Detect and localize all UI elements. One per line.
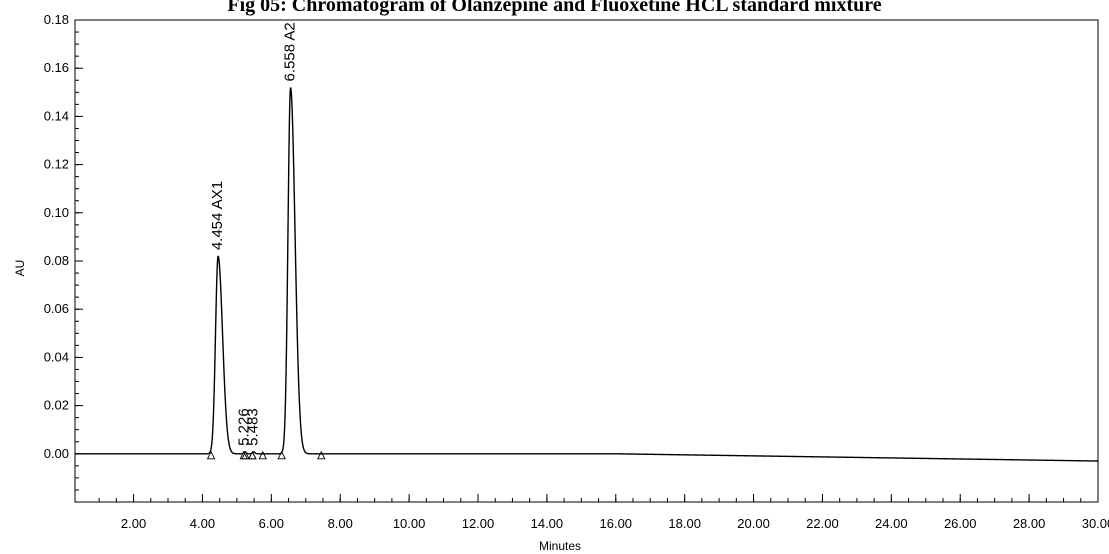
x-tick-label: 6.00 [259, 516, 284, 531]
y-tick-label: 0.02 [44, 398, 69, 413]
x-tick-label: 12.00 [462, 516, 495, 531]
y-tick-label: 0.06 [44, 301, 69, 316]
integration-marker [277, 450, 286, 460]
x-tick-label: 10.00 [393, 516, 426, 531]
x-tick-label: 28.00 [1013, 516, 1046, 531]
peak-label: 6.558 A2 [282, 22, 299, 81]
chromatogram-trace [75, 87, 1098, 462]
y-tick-label: 0.08 [44, 253, 69, 268]
chart-title: Fig 05: Chromatogram of Olanzepine and F… [227, 0, 882, 16]
integration-marker [317, 450, 326, 460]
x-tick-label: 2.00 [121, 516, 146, 531]
integration-marker [248, 450, 257, 460]
x-tick-label: 20.00 [737, 516, 770, 531]
integration-marker [239, 450, 249, 460]
x-tick-label: 14.00 [531, 516, 564, 531]
y-axis-label: AU [13, 260, 27, 277]
y-tick-label: 0.12 [44, 157, 69, 172]
x-tick-label: 8.00 [328, 516, 353, 531]
x-tick-label: 18.00 [668, 516, 701, 531]
y-tick-label: 0.00 [44, 446, 69, 461]
integration-marker [206, 450, 216, 460]
plot-frame [74, 19, 1099, 503]
x-tick-label: 30.00 [1082, 516, 1109, 531]
y-axis: 0.00 0.02 0.04 0.06 0.08 0.10 0.12 0.14 0.16 0.18 [44, 12, 83, 503]
integration-marker [258, 450, 267, 460]
y-tick-label: 0.10 [44, 205, 69, 220]
y-tick-label: 0.14 [44, 108, 69, 123]
x-axis-label: Minutes [539, 539, 581, 553]
peak-label: 5.483 [245, 408, 262, 446]
peak-label: 4.454 AX1 [209, 181, 226, 250]
x-tick-label: 16.00 [600, 516, 633, 531]
y-tick-label: 0.16 [44, 60, 69, 75]
y-tick-label: 0.18 [44, 12, 69, 27]
x-tick-label: 24.00 [875, 516, 908, 531]
y-tick-label: 0.04 [44, 349, 69, 364]
integration-markers [206, 450, 326, 460]
x-tick-label: 22.00 [806, 516, 839, 531]
peak-label: 5.226 [236, 408, 253, 446]
x-tick-label: 4.00 [190, 516, 215, 531]
x-axis: 2.00 4.00 6.00 8.00 10.00 12.00 14.00 16.00 18.0… [98, 494, 1109, 531]
x-tick-label: 26.00 [944, 516, 977, 531]
